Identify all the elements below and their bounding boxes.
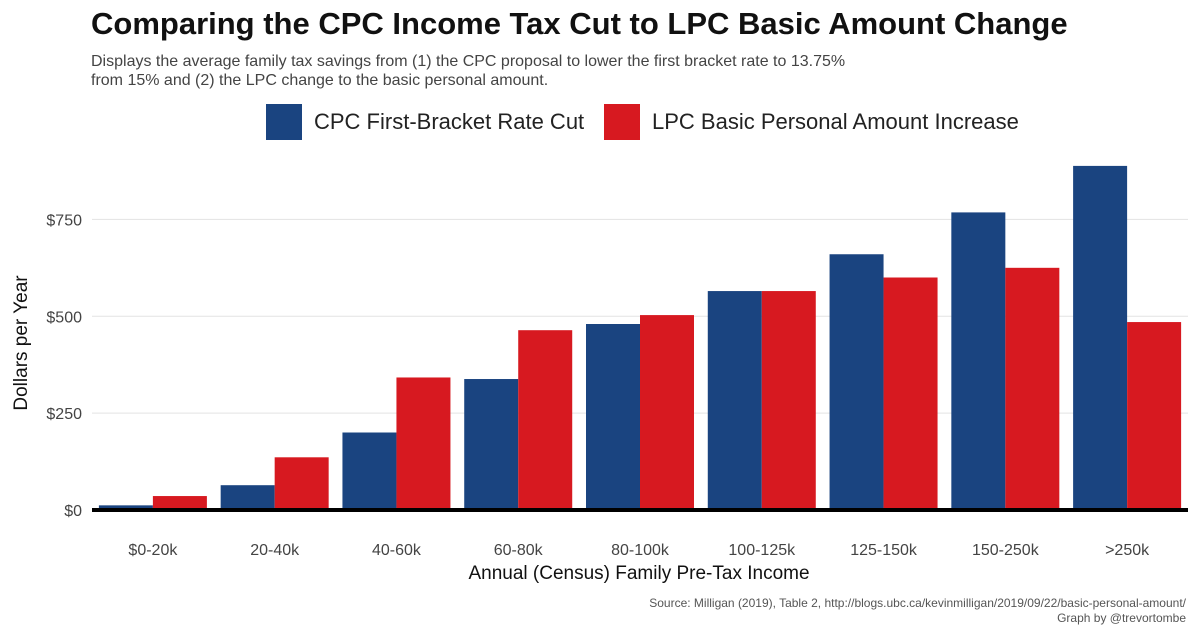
bar-lpc-5 (761, 291, 816, 510)
axis-layer: $0 $250 $500 $750 $0-20k 20-40k 40-60k 60-80k 80… (46, 212, 1188, 559)
y-axis-label: Dollars per Year (11, 275, 32, 411)
bar-cpc-4 (586, 324, 640, 510)
legend-swatch-cpc (266, 104, 302, 140)
legend-item-lpc: LPC Basic Personal Amount Increase (604, 103, 1019, 141)
bar-lpc-0 (152, 496, 207, 510)
x-tick-label: $0-20k (128, 542, 178, 559)
subtitle-line-2: from 15% and (2) the LPC change to the b… (91, 72, 549, 89)
bar-cpc-7 (951, 212, 1006, 510)
x-tick-label: 60-80k (494, 542, 544, 559)
chart-subtitle: Displays the average family tax savings … (91, 52, 931, 90)
bar-lpc-8 (1127, 322, 1182, 510)
x-tick-label: 80-100k (611, 542, 670, 559)
bar-cpc-1 (220, 485, 275, 510)
legend: CPC First-Bracket Rate Cut LPC Basic Per… (0, 103, 1200, 141)
source-line-1: Source: Milligan (2019), Table 2, http:/… (649, 596, 1186, 610)
x-tick-label: 100-125k (728, 542, 796, 559)
bar-lpc-7 (1005, 267, 1060, 510)
bar-lpc-1 (274, 457, 329, 510)
x-tick-label: >250k (1105, 542, 1150, 559)
source-line-2: Graph by @trevortombe (1057, 611, 1186, 625)
x-tick-label: 20-40k (250, 542, 300, 559)
x-tick-label: 40-60k (372, 542, 422, 559)
y-tick-label: $250 (46, 406, 82, 423)
bar-lpc-2 (396, 377, 451, 510)
bar-lpc-4 (640, 315, 694, 510)
bar-cpc-5 (707, 291, 762, 510)
bar-cpc-3 (464, 379, 519, 510)
x-tick-label: 150-250k (972, 542, 1040, 559)
x-axis-label: Annual (Census) Family Pre-Tax Income (468, 563, 810, 584)
bar-cpc-8 (1073, 165, 1128, 510)
y-tick-label: $500 (46, 309, 82, 326)
y-tick-label: $0 (64, 503, 82, 520)
chart-title: Comparing the CPC Income Tax Cut to LPC … (91, 6, 1068, 41)
y-tick-label: $750 (46, 212, 82, 229)
legend-label-cpc: CPC First-Bracket Rate Cut (314, 109, 585, 134)
bar-cpc-6 (829, 254, 884, 510)
legend-label-lpc: LPC Basic Personal Amount Increase (652, 109, 1019, 134)
bar-lpc-3 (518, 330, 573, 510)
bar-layer (98, 165, 1182, 510)
legend-swatch-lpc (604, 104, 640, 140)
bar-lpc-6 (883, 277, 938, 510)
x-tick-label: 125-150k (850, 542, 918, 559)
bar-cpc-0 (98, 505, 153, 510)
bar-cpc-2 (342, 432, 397, 510)
source-note: Source: Milligan (2019), Table 2, http:/… (649, 596, 1186, 626)
subtitle-line-1: Displays the average family tax savings … (91, 53, 846, 70)
legend-item-cpc: CPC First-Bracket Rate Cut (266, 103, 584, 141)
